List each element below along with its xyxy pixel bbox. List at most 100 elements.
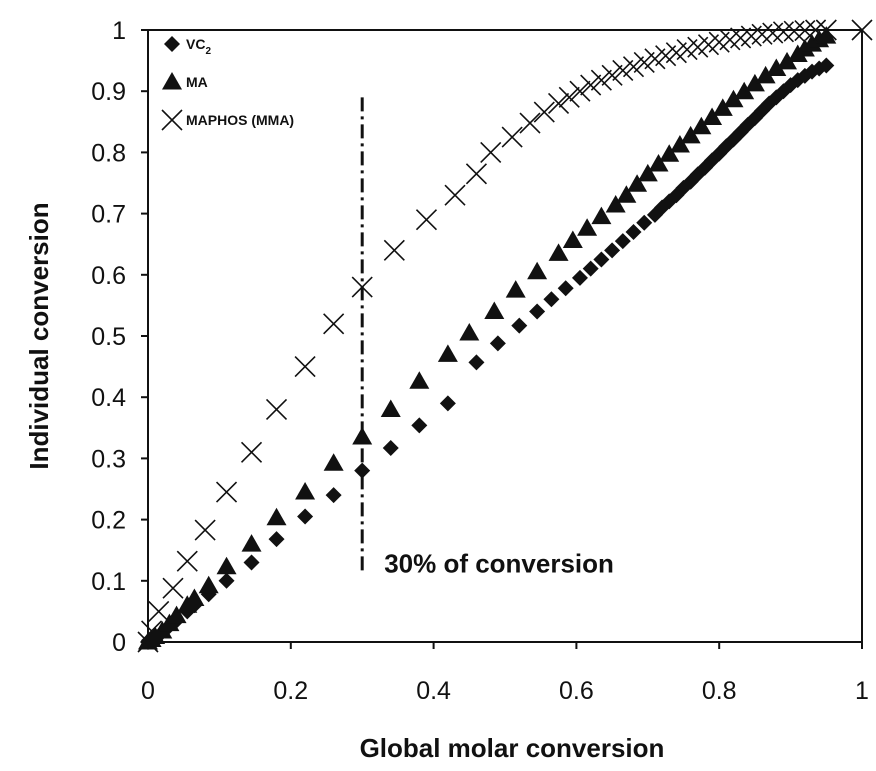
cross-point xyxy=(590,69,612,91)
diamond-point xyxy=(354,462,371,479)
y-tick-label: 0 xyxy=(112,629,126,657)
triangle-point xyxy=(816,26,837,44)
y-tick-label: 0.5 xyxy=(91,323,126,351)
y-tick-label: 0.8 xyxy=(91,139,126,167)
y-axis-title: Individual conversion xyxy=(24,202,54,469)
cross-point xyxy=(194,519,216,541)
diamond-point xyxy=(489,335,506,352)
diamond-point xyxy=(218,572,235,589)
x-tick-label: 0.6 xyxy=(559,677,594,705)
legend-cross-icon xyxy=(161,109,183,131)
triangle-point xyxy=(266,507,287,526)
triangle-point xyxy=(409,371,430,389)
triangle-point xyxy=(166,605,187,624)
diamond-point xyxy=(614,233,631,250)
diamond-point xyxy=(268,531,285,548)
y-tick-label: 0.2 xyxy=(91,507,126,535)
triangle-point xyxy=(712,98,733,116)
cross-point xyxy=(762,22,784,44)
cross-point xyxy=(141,620,163,642)
diamond-point xyxy=(593,251,610,268)
y-tick-label: 1 xyxy=(112,17,126,45)
diamond-point xyxy=(636,214,653,231)
cross-point xyxy=(162,577,184,599)
triangle-point xyxy=(505,280,526,298)
diamond-point xyxy=(543,291,560,308)
triangle-point xyxy=(755,65,776,84)
triangle-point xyxy=(605,195,626,213)
triangle-point xyxy=(323,453,344,471)
triangle-point xyxy=(527,261,548,280)
triangle-point xyxy=(380,399,401,417)
data-series xyxy=(137,19,873,653)
cross-point xyxy=(772,21,795,43)
cross-point xyxy=(569,80,591,102)
annotation-label: 30% of conversion xyxy=(384,549,614,579)
legend-label: MA xyxy=(186,74,208,90)
triangle-point xyxy=(637,163,658,182)
triangle-point xyxy=(616,185,637,203)
y-tick-label: 0.1 xyxy=(91,568,126,596)
cross-point xyxy=(480,141,502,163)
diamond-point xyxy=(604,242,621,259)
triangle-point xyxy=(669,135,690,153)
diamond-point xyxy=(732,124,749,141)
cross-point xyxy=(137,631,159,653)
triangle-point xyxy=(459,322,480,341)
x-axis-title: Global molar conversion xyxy=(360,733,665,763)
cross-point xyxy=(323,313,345,335)
y-tick-label: 0.6 xyxy=(91,262,126,290)
diamond-point xyxy=(511,317,528,334)
y-tick-label: 0.7 xyxy=(91,201,126,229)
diamond-point xyxy=(297,508,314,525)
cross-point xyxy=(501,126,523,148)
triangle-point xyxy=(627,174,648,192)
triangle-point xyxy=(691,116,712,135)
cross-point xyxy=(383,239,405,261)
triangle-point xyxy=(295,482,316,500)
cross-point xyxy=(547,92,570,115)
cross-point xyxy=(294,356,316,378)
cross-point xyxy=(465,163,488,185)
diamond-point xyxy=(382,439,399,456)
diamond-point xyxy=(818,57,835,74)
legend-label: VC2 xyxy=(186,36,211,57)
diamond-point xyxy=(529,303,546,320)
x-tick-label: 0.4 xyxy=(416,677,451,705)
cross-point xyxy=(601,64,623,86)
cross-point xyxy=(751,23,773,45)
series-triangle xyxy=(138,26,837,650)
x-tick-label: 0.2 xyxy=(273,677,308,705)
triangle-point xyxy=(723,89,744,108)
triangle-point xyxy=(680,125,701,144)
legend: VC2 MA MAPHOS (MMA) xyxy=(161,36,294,131)
triangle-point xyxy=(437,344,458,362)
legend-diamond-icon xyxy=(164,36,180,52)
cross-point xyxy=(794,20,816,42)
cross-point xyxy=(851,19,873,41)
triangle-point xyxy=(577,218,598,236)
triangle-point xyxy=(352,426,373,445)
cross-point xyxy=(580,74,602,96)
diamond-point xyxy=(468,354,485,371)
cross-point xyxy=(815,19,837,41)
cross-point xyxy=(558,86,580,108)
triangle-point xyxy=(659,144,680,162)
triangle-point xyxy=(766,58,787,77)
triangle-point xyxy=(744,73,765,92)
y-tick-label: 0.9 xyxy=(91,78,126,106)
cross-point xyxy=(622,56,645,78)
y-tick-label: 0.4 xyxy=(91,384,126,412)
cross-point xyxy=(148,600,170,622)
triangle-point xyxy=(548,243,569,261)
cross-point xyxy=(805,19,827,41)
diamond-point xyxy=(439,395,456,412)
x-tick-label: 0.8 xyxy=(702,677,737,705)
triangle-point xyxy=(734,81,755,100)
diamond-point xyxy=(243,554,260,571)
series-cross xyxy=(137,19,873,653)
cross-point xyxy=(351,276,373,298)
cross-point xyxy=(783,20,805,42)
cross-point xyxy=(533,101,555,123)
